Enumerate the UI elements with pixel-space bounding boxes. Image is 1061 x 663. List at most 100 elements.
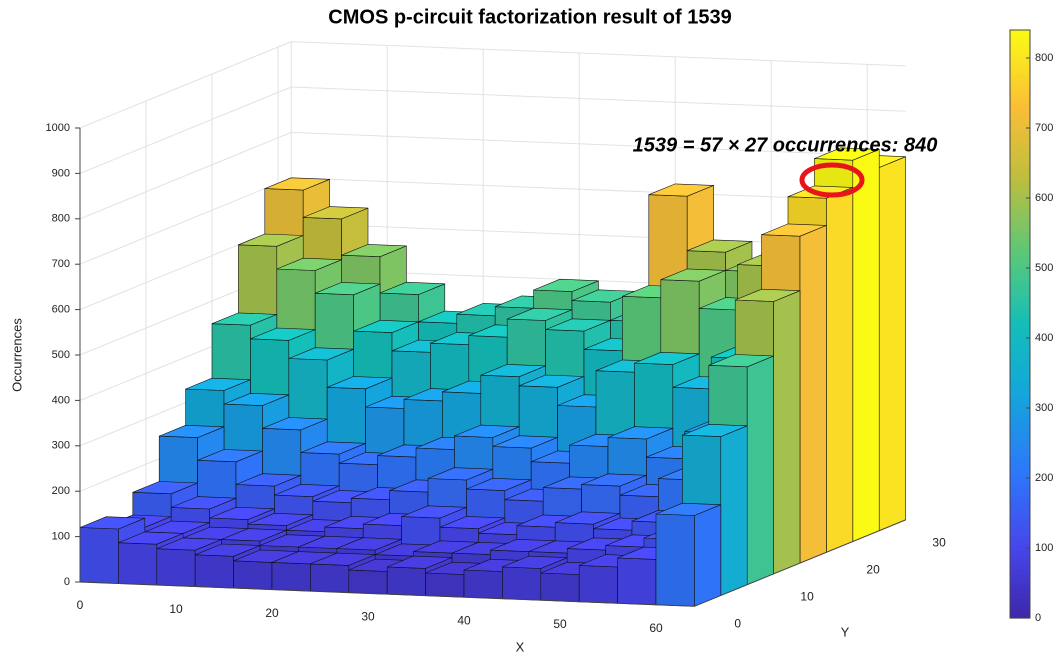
- bar-face-top: [274, 483, 340, 498]
- colorbar-swatch: [1010, 368, 1030, 374]
- bar-face-top: [250, 327, 316, 341]
- z-tick-label: 800: [52, 213, 70, 225]
- colorbar-swatch: [1010, 402, 1030, 408]
- colorbar-swatch: [1010, 30, 1030, 36]
- bar-face-top: [118, 531, 184, 545]
- colorbar-swatch: [1010, 436, 1030, 443]
- colorbar-swatch: [1010, 186, 1030, 193]
- colorbar-tick-label: 0: [1035, 612, 1041, 624]
- colorbar-frame: [1009, 29, 1031, 619]
- colorbar-swatch: [1010, 34, 1030, 41]
- colorbar-tick-label: 500: [1035, 262, 1053, 274]
- colorbar-swatch: [1010, 142, 1030, 149]
- colorbar-swatch: [1010, 235, 1030, 242]
- bar-face-top: [353, 319, 419, 333]
- bar-face-front: [463, 569, 503, 600]
- bar-face-top: [221, 528, 287, 542]
- colorbar-swatch: [1010, 216, 1030, 222]
- bars: [79, 147, 906, 607]
- y-tick-label: 0: [734, 616, 741, 630]
- bar-face-front: [79, 527, 119, 584]
- colorbar-swatch: [1010, 250, 1030, 256]
- z-tick-label: 300: [52, 440, 70, 452]
- colorbar-swatch: [1010, 387, 1030, 394]
- highlight-circle: [799, 162, 865, 198]
- colorbar-swatch: [1010, 549, 1030, 555]
- y-tick-label: 10: [800, 589, 814, 603]
- bar-face-top: [79, 516, 146, 530]
- bar-face-top: [238, 233, 304, 247]
- colorbar-swatch: [1010, 608, 1030, 614]
- bar-face-front: [310, 563, 350, 593]
- bar-face-top: [341, 244, 407, 258]
- z-tick-label: 400: [52, 394, 70, 406]
- colorbar-swatch: [1010, 255, 1030, 261]
- colorbar-tick-label: 700: [1035, 122, 1053, 134]
- colorbar-swatch: [1010, 289, 1030, 296]
- z-tick-label: 600: [52, 304, 70, 316]
- bar-face-top: [223, 392, 290, 406]
- x-tick-label: 40: [457, 613, 471, 627]
- bar-face-top: [518, 374, 585, 388]
- bar-face-front: [118, 542, 158, 586]
- colorbar-swatch: [1010, 603, 1030, 609]
- bar-face-side: [720, 425, 748, 596]
- z-tick-label: 900: [52, 167, 70, 179]
- chart-title: CMOS p-circuit factorization result of 1…: [328, 6, 731, 28]
- colorbar-swatch: [1010, 299, 1030, 305]
- colorbar-swatch: [1010, 44, 1030, 51]
- colorbar-swatch: [1010, 294, 1030, 301]
- colorbar-swatch: [1010, 559, 1030, 565]
- colorbar-swatch: [1010, 39, 1030, 46]
- bar-face-top: [480, 364, 546, 378]
- colorbar-swatch: [1010, 69, 1030, 75]
- colorbar-swatch: [1010, 123, 1030, 129]
- bar-face-top: [276, 257, 342, 271]
- y-axis-label: Y: [841, 624, 850, 639]
- bar-face-front: [655, 513, 695, 607]
- colorbar-swatch: [1010, 206, 1030, 212]
- z-tick-label: 200: [52, 485, 70, 497]
- colorbar-swatch: [1010, 377, 1030, 384]
- colorbar-swatch: [1010, 265, 1030, 271]
- z-tick-label: 500: [52, 349, 70, 361]
- bar-face-front: [617, 557, 657, 606]
- colorbar-swatch: [1010, 353, 1030, 359]
- bar-face-top: [132, 481, 198, 495]
- colorbar-swatch: [1010, 49, 1030, 56]
- colorbar-swatch: [1010, 260, 1030, 266]
- colorbar-swatch: [1010, 588, 1030, 595]
- colorbar-tick-label: 300: [1035, 402, 1053, 414]
- y-tick-label: 30: [932, 535, 946, 549]
- colorbar-swatch: [1010, 132, 1030, 139]
- colorbar-swatch: [1010, 613, 1030, 619]
- colorbar-swatch: [1010, 221, 1030, 227]
- colorbar-swatch: [1010, 240, 1030, 247]
- colorbar-swatch: [1010, 309, 1030, 315]
- colorbar-swatch: [1010, 598, 1030, 604]
- bar-face-side: [852, 149, 880, 542]
- colorbar-swatch: [1010, 417, 1030, 423]
- bar-face-front: [502, 566, 542, 601]
- bar-face-top: [302, 206, 369, 220]
- y-tick-label: 20: [866, 562, 880, 576]
- colorbar-swatch: [1010, 333, 1030, 340]
- z-tick-label: 700: [52, 258, 70, 270]
- colorbar-swatch: [1010, 196, 1030, 203]
- colorbar-swatch: [1010, 191, 1030, 198]
- colorbar-swatch: [1010, 275, 1030, 281]
- z-tick-label: 100: [52, 531, 70, 543]
- colorbar-swatch: [1010, 103, 1030, 109]
- bar-face-side: [826, 187, 854, 553]
- colorbar-swatch: [1010, 539, 1030, 546]
- bar-face-top: [401, 505, 467, 519]
- bar-face-top: [314, 282, 381, 296]
- bar-face-side: [694, 504, 722, 607]
- bar-face-top: [660, 268, 726, 282]
- colorbar-swatch: [1010, 88, 1030, 95]
- bar-face-top: [264, 177, 330, 191]
- colorbar-swatch: [1010, 573, 1030, 580]
- colorbar-swatch: [1010, 554, 1030, 560]
- colorbar-tick-label: 800: [1035, 52, 1053, 64]
